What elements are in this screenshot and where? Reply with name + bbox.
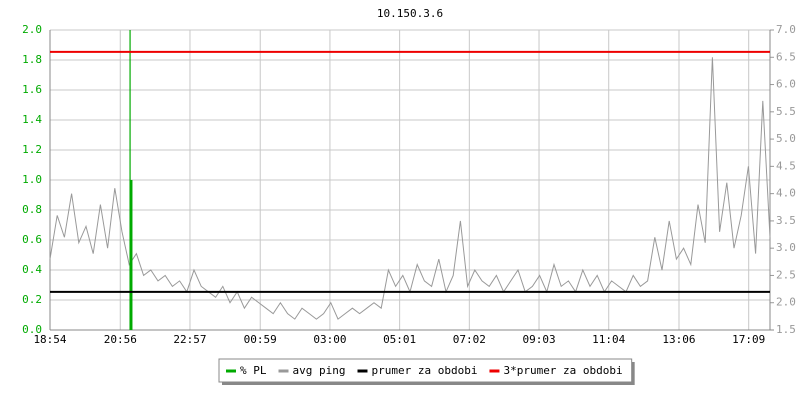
y2-tick-label: 3.0 xyxy=(776,241,796,254)
legend-label: prumer za obdobi xyxy=(371,364,477,377)
x-tick-label: 17:09 xyxy=(732,333,765,346)
y-tick-label: 1.2 xyxy=(22,143,42,156)
y2-tick-label: 6.0 xyxy=(776,78,796,91)
x-tick-label: 00:59 xyxy=(244,333,277,346)
x-tick-label: 20:56 xyxy=(104,333,137,346)
y2-tick-label: 6.5 xyxy=(776,50,796,63)
x-tick-label: 11:04 xyxy=(592,333,625,346)
x-tick-label: 09:03 xyxy=(522,333,555,346)
y2-tick-label: 2.0 xyxy=(776,296,796,309)
x-tick-label: 13:06 xyxy=(662,333,695,346)
legend-label: % PL xyxy=(240,364,267,377)
chart-title: 10.150.3.6 xyxy=(377,7,443,20)
y-tick-label: 0.8 xyxy=(22,203,42,216)
legend-box xyxy=(218,358,633,383)
x-tick-label: 05:01 xyxy=(383,333,416,346)
y2-tick-label: 5.5 xyxy=(776,105,796,118)
y2-tick-label: 4.0 xyxy=(776,187,796,200)
legend-label: avg ping xyxy=(293,364,346,377)
y2-tick-label: 4.5 xyxy=(776,159,796,172)
y-tick-label: 0.2 xyxy=(22,293,42,306)
x-tick-label: 18:54 xyxy=(33,333,66,346)
legend-label: 3*prumer za obdobi xyxy=(503,364,622,377)
legend: % PL avg ping prumer za obdobi 3*prumer za … xyxy=(226,364,623,377)
y-tick-label: 0.6 xyxy=(22,233,42,246)
y2-tick-label: 5.0 xyxy=(776,132,796,145)
y-tick-label: 1.0 xyxy=(22,173,42,186)
y-tick-label: 2.0 xyxy=(22,23,42,36)
y-tick-label: 1.4 xyxy=(22,113,42,126)
x-tick-label: 03:00 xyxy=(313,333,346,346)
y-tick-label: 1.6 xyxy=(22,83,42,96)
y2-tick-label: 2.5 xyxy=(776,268,796,281)
x-tick-label: 22:57 xyxy=(173,333,206,346)
y2-tick-label: 3.5 xyxy=(776,214,796,227)
y2-tick-label: 1.5 xyxy=(776,323,796,336)
x-tick-label: 07:02 xyxy=(453,333,486,346)
y-tick-label: 0.4 xyxy=(22,263,42,276)
y-tick-label: 1.8 xyxy=(22,53,42,66)
y2-tick-label: 7.0 xyxy=(776,23,796,36)
y-tick-label: 0.0 xyxy=(22,323,42,336)
